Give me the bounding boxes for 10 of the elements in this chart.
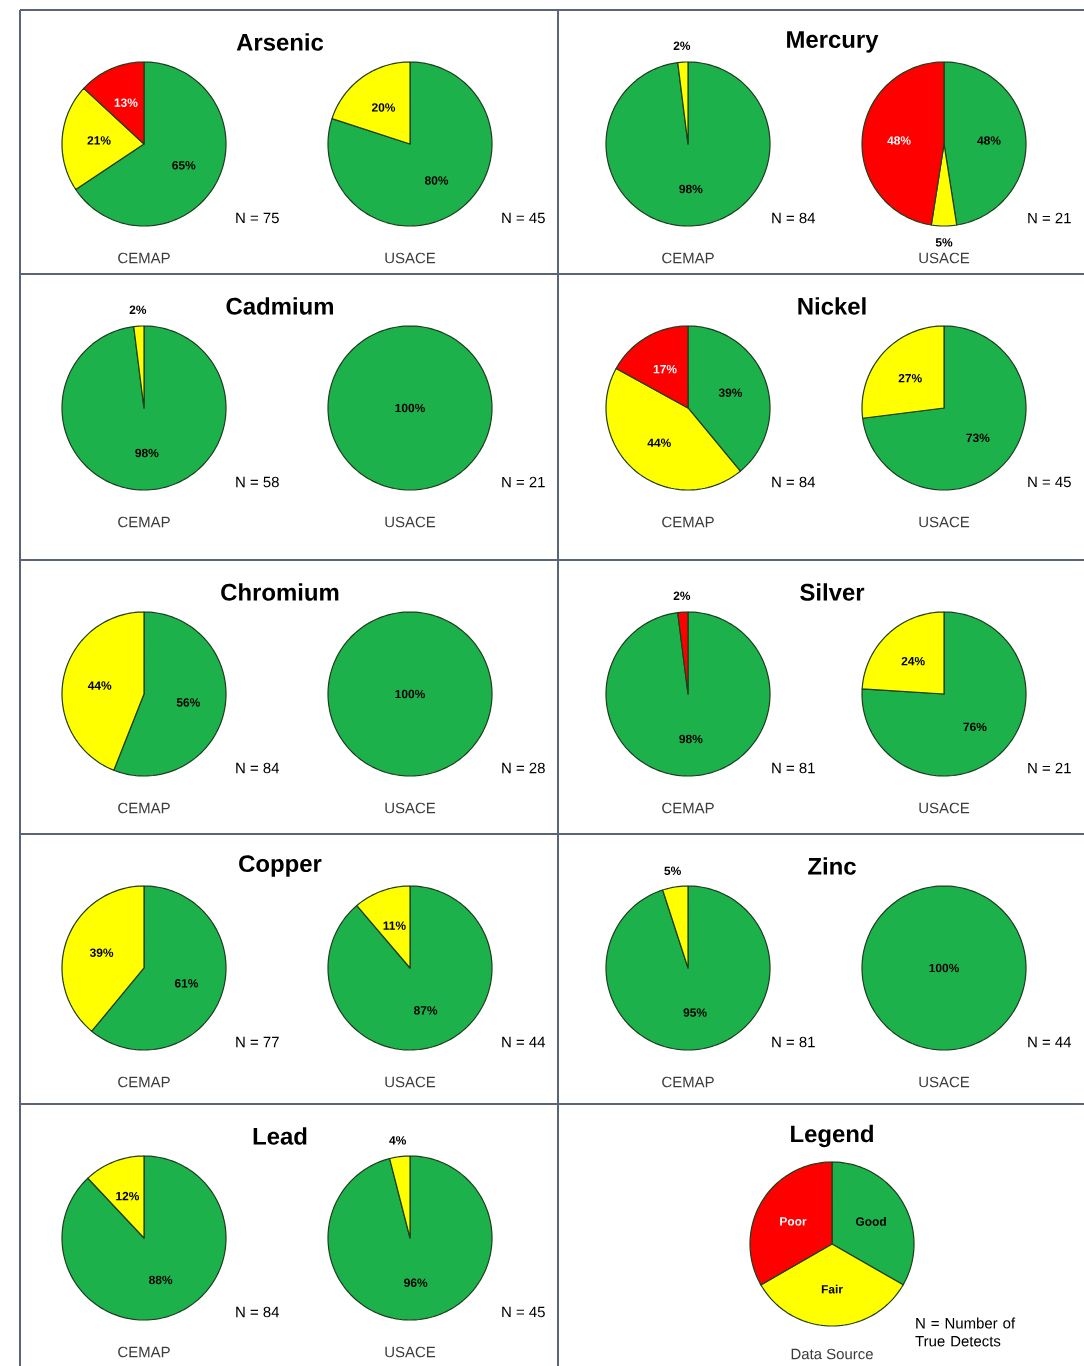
text: Cadmium (226, 297, 333, 315)
text: Silver (800, 583, 865, 601)
text: Chromium (221, 583, 339, 601)
chart-title: Legend (791, 1124, 873, 1148)
text: Mercury (787, 31, 879, 53)
text: Nickel (798, 297, 866, 315)
text: Arsenic (236, 33, 324, 51)
text: Zinc (808, 857, 856, 875)
text: Copper (239, 855, 322, 877)
text: Lead (253, 1127, 307, 1145)
